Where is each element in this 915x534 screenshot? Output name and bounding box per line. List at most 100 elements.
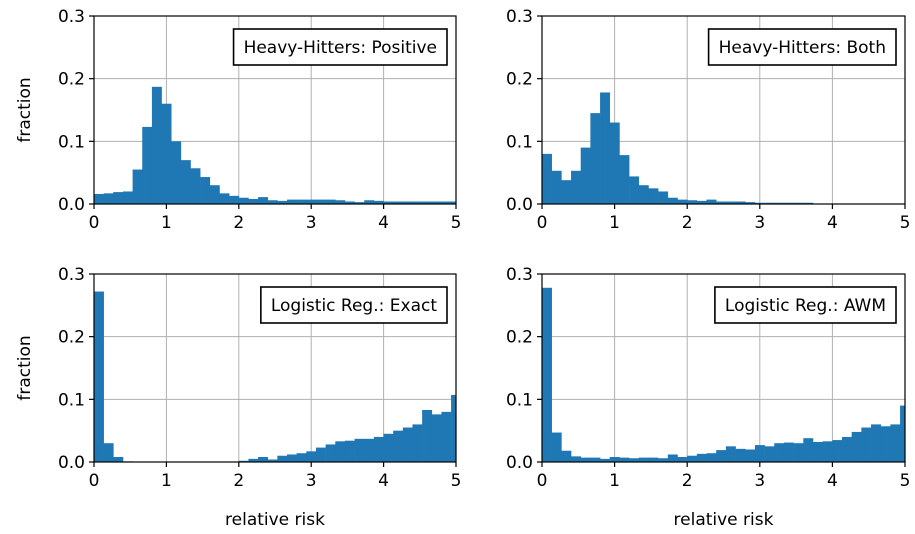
histogram-bar [402,201,413,204]
histogram-bar [677,456,688,462]
histogram-bar [832,440,843,462]
histogram-bar [258,456,269,462]
histogram-bar [180,160,191,204]
x-axis-label: relative risk [674,510,774,530]
histogram-bar [344,201,355,204]
histogram-bar [122,191,133,204]
histogram-bar [590,113,601,204]
y-tick-label: 0.2 [58,328,85,348]
histogram-bar [551,170,562,204]
histogram-bar [248,198,259,204]
x-tick-label: 3 [306,213,317,233]
histogram-bar [803,438,814,462]
histogram-bar [706,453,717,462]
x-tick-label: 4 [378,471,389,491]
histogram-bar [696,200,707,204]
histogram-bar [745,202,756,204]
histogram-bar [880,426,891,462]
histogram-bar [609,456,620,462]
y-axis-label: fraction [15,77,35,142]
x-tick-label: 2 [682,213,693,233]
histogram-bar [296,453,307,462]
axes-frame [541,15,906,205]
histogram-bar [725,201,736,204]
histogram-bar [451,394,457,462]
histogram-bar [629,458,640,462]
histogram-bar [325,199,336,204]
x-tick-label: 1 [609,471,620,491]
histogram-bar [354,438,365,462]
histogram-bar [745,449,756,462]
histogram-bar [706,199,717,204]
chart-panel-4: 0 1 2 3 4 5 0.0 0.1 0.2 0.3 relative risk Logistic … [506,265,910,530]
y-tick-label: 0.0 [506,453,533,473]
histogram-bar [687,455,698,462]
x-tick-label: 4 [378,213,389,233]
legend-box [232,28,448,66]
histogram-bar [580,457,591,462]
histogram-bar [335,441,346,462]
histogram-bar [861,427,872,462]
histogram-bar [793,202,804,204]
histogram-bar [151,86,162,204]
x-tick-label: 5 [451,471,462,491]
histogram-bar [667,454,678,462]
histogram-bar [638,457,649,462]
histogram-bar [103,443,114,462]
histogram-bar [161,103,172,204]
histogram-bar [103,193,114,204]
histogram-bar [774,202,785,204]
x-tick-label: 5 [900,471,911,491]
histogram-bar [441,201,452,204]
histogram-bar [619,155,630,204]
histogram-bar [373,436,384,462]
histogram-bar [209,185,220,204]
histogram-bar [677,199,688,204]
histogram-bar [402,427,413,462]
histogram-bar [344,440,355,462]
y-tick-label: 0.3 [58,7,85,27]
x-tick-label: 4 [827,213,838,233]
y-tick-label: 0.1 [506,390,533,410]
histogram-bar [412,424,423,462]
y-tick-label: 0.3 [58,265,85,285]
legend-label: Heavy-Hitters: Positive [244,38,437,58]
y-tick-label: 0.1 [506,132,533,152]
x-tick-label: 5 [451,213,462,233]
histogram-bar [354,202,365,204]
histogram-bar [383,433,394,462]
histogram-bar [716,201,727,204]
histogram-bar [658,191,669,204]
x-tick-label: 2 [682,471,693,491]
histogram-bar [793,443,804,462]
histogram-bar [774,443,785,462]
histogram-bar [364,200,375,204]
histogram-bar [441,411,452,462]
histogram-bar [871,424,882,462]
histogram-bar [783,202,794,204]
legend-box [714,286,897,324]
histogram-bar [393,430,404,462]
histogram-bar [267,459,278,462]
histogram-bar [306,451,317,462]
histogram-bar [590,457,601,462]
histogram-bar [667,197,678,204]
histogram-bar [542,153,552,204]
histogram-bar [890,424,901,462]
x-tick-label: 1 [161,213,172,233]
histogram-bar [393,201,404,204]
x-tick-label: 2 [233,213,244,233]
legend-label: Logistic Reg.: Exact [271,296,437,316]
chart-panel-1: 0 1 2 3 4 5 0.0 0.1 0.2 0.3 fraction Heavy-Hitters:… [15,7,461,233]
histogram-bar [325,444,336,462]
histogram-bar [600,458,611,462]
y-tick-label: 0.3 [506,7,533,27]
histogram-bar [764,202,775,204]
histogram-bar [580,147,591,204]
histogram-bar [113,192,124,204]
histogram-bar [422,409,433,462]
histogram-bar [900,405,906,462]
histogram-bar [571,456,582,462]
histogram-bar [287,454,297,462]
y-tick-label: 0.2 [58,70,85,90]
